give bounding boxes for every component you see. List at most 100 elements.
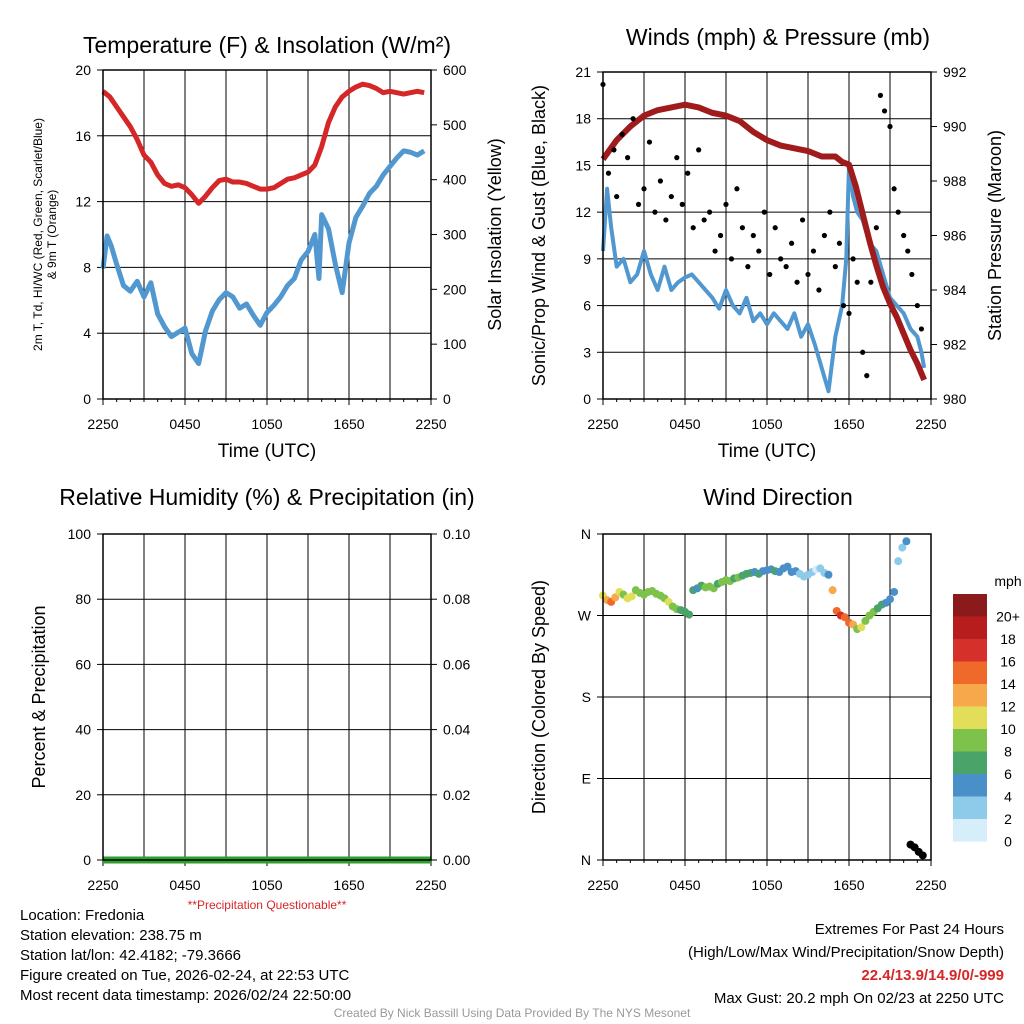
chart-title: Relative Humidity (%) & Precipitation (i…	[59, 484, 474, 510]
y2-tick-label: 0	[443, 391, 451, 407]
direction-point	[824, 570, 833, 579]
series-pressure	[600, 101, 927, 382]
gust-point	[750, 232, 756, 239]
y-tick-label: 3	[583, 344, 591, 360]
gust-point	[734, 186, 740, 192]
chart-2: Winds (mph) & Pressure (mb) 2250 0450 1050 1…	[529, 24, 1005, 462]
y2-tick-label: 200	[443, 281, 467, 297]
gust-point	[756, 248, 762, 254]
y-axis-label: & 9m T (Orange)	[45, 190, 59, 280]
colorbar-swatch	[953, 706, 987, 729]
colorbar-label: 6	[1004, 766, 1012, 782]
credit-line: Created By Nick Bassill Using Data Provi…	[333, 1006, 691, 1020]
gust-point	[767, 271, 773, 278]
direction-point	[685, 610, 694, 619]
gust-point	[772, 225, 778, 231]
gust-point	[679, 201, 685, 207]
gust-point	[846, 310, 852, 316]
chart-1: Temperature (F) & Insolation (W/m²) 2250 0…	[31, 32, 505, 462]
y-tick-label: 4	[83, 325, 91, 341]
gust-point	[739, 225, 746, 231]
direction-point	[840, 613, 849, 622]
direction-point	[783, 562, 792, 571]
gust-point	[652, 209, 658, 215]
y2-tick-label: 980	[943, 391, 967, 407]
x-tick-label: 2250	[915, 877, 946, 893]
x-tick-label: 2250	[915, 416, 946, 432]
y2-tick-label: 0.10	[443, 526, 470, 542]
x-tick-label: 2250	[87, 877, 118, 893]
extremes-panel: Extremes For Past 24 Hours (High/Low/Max…	[688, 918, 1004, 1010]
y2-tick-label: 300	[443, 227, 467, 243]
x-tick-label: 0450	[169, 877, 200, 893]
gust-point	[611, 147, 617, 153]
station-info: Location: Fredonia Station elevation: 23…	[20, 906, 351, 1006]
gust-point	[821, 232, 828, 239]
y2-tick-label: 0.06	[443, 656, 470, 672]
gust-point	[850, 256, 856, 262]
series-2m-t	[101, 81, 425, 206]
gust-point	[690, 225, 696, 231]
direction-point	[894, 557, 903, 566]
gust-point	[877, 92, 884, 98]
direction-point	[898, 543, 907, 552]
colorbar-label: 20+	[996, 609, 1020, 625]
gust-point	[619, 131, 625, 137]
chart-title: Temperature (F) & Insolation (W/m²)	[83, 32, 451, 58]
gust-point	[794, 279, 800, 285]
y-tick-label: W	[578, 608, 592, 624]
y-tick-label: 20	[75, 62, 91, 78]
y-tick-label: 15	[575, 157, 591, 173]
colorbar-swatch	[953, 639, 987, 662]
gust-point	[614, 193, 620, 200]
colorbar-swatch	[953, 729, 987, 752]
gust-point	[827, 209, 833, 215]
gust-point	[674, 155, 680, 161]
gust-point	[832, 264, 838, 270]
y2-tick-label: 500	[443, 117, 467, 133]
y-tick-label: 80	[75, 591, 91, 607]
colorbar-label: 4	[1004, 789, 1012, 805]
gust-point	[728, 256, 735, 262]
colorbar-swatch	[953, 796, 987, 819]
gust-point	[799, 217, 806, 223]
gust-point	[696, 147, 702, 153]
direction-point	[918, 851, 927, 860]
colorbar-label: 16	[1000, 654, 1016, 670]
gust-point	[625, 155, 631, 161]
gust-point	[840, 302, 847, 309]
station-latlon: Station lat/lon: 42.4182; -79.3666	[20, 947, 242, 964]
y-tick-label: 12	[75, 194, 91, 210]
gust-point	[860, 349, 866, 355]
gust-point	[668, 193, 674, 200]
colorbar-label: 2	[1004, 811, 1012, 827]
gust-point	[707, 209, 713, 215]
colorbar-label: 18	[1000, 631, 1016, 647]
colorbar-swatch	[953, 819, 987, 842]
gust-point	[873, 225, 879, 231]
direction-point	[886, 595, 894, 604]
x-tick-label: 2250	[587, 416, 618, 432]
plot-frame	[102, 533, 432, 861]
max-gust: Max Gust: 20.2 mph On 02/23 at 2250 UTC	[713, 990, 1004, 1007]
gust-point	[789, 240, 795, 246]
plot-frame	[602, 71, 932, 400]
gust-point	[854, 279, 860, 285]
colorbar-label: 12	[1000, 699, 1016, 715]
gust-point	[901, 232, 907, 239]
x-tick-label: 1650	[833, 416, 864, 432]
station-location: Location: Fredonia	[20, 907, 145, 924]
colorbar-label: 14	[1000, 676, 1016, 692]
x-tick-label: 1650	[333, 416, 364, 432]
gust-point	[918, 326, 925, 332]
y-tick-label: 12	[575, 204, 591, 220]
x-tick-label: 1050	[751, 877, 782, 893]
y-tick-label: N	[581, 852, 591, 868]
y2-tick-label: 600	[443, 62, 467, 78]
y2-tick-label: 100	[443, 336, 467, 352]
extremes-title: Extremes For Past 24 Hours	[814, 921, 1004, 938]
y-tick-label: 0	[83, 391, 91, 407]
y2-tick-label: 988	[943, 173, 967, 189]
gust-point	[895, 209, 901, 215]
